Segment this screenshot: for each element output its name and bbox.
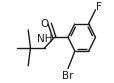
Text: Br: Br: [62, 71, 73, 81]
Text: F: F: [96, 2, 101, 12]
Text: NH: NH: [37, 34, 52, 44]
Text: O: O: [40, 19, 48, 29]
